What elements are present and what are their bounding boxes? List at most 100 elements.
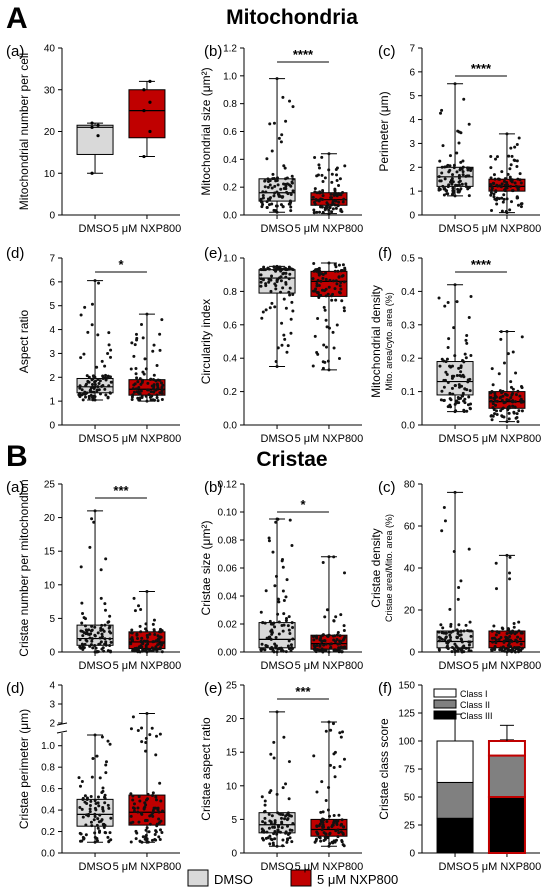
data-point bbox=[134, 372, 138, 376]
data-point bbox=[327, 720, 331, 724]
data-point bbox=[509, 396, 513, 400]
data-point bbox=[275, 280, 279, 284]
data-point bbox=[332, 766, 336, 770]
data-point bbox=[275, 77, 279, 81]
data-point bbox=[93, 840, 97, 844]
data-point bbox=[95, 823, 99, 827]
data-point bbox=[107, 839, 111, 843]
data-point bbox=[82, 352, 86, 356]
data-point bbox=[489, 399, 493, 403]
data-point bbox=[138, 799, 142, 803]
data-point bbox=[280, 624, 284, 628]
y-axis-label: Mitochondrial number per cell bbox=[17, 53, 31, 210]
class-legend-label: Class II bbox=[460, 700, 490, 710]
data-point bbox=[467, 122, 471, 126]
data-point bbox=[98, 642, 102, 646]
data-point bbox=[461, 391, 465, 395]
data-point bbox=[284, 831, 288, 835]
panel-be: (e) 0 5 10 15 20 25 Cristae aspect ratio DMSO 5 μ… bbox=[199, 680, 363, 873]
data-point bbox=[331, 199, 335, 203]
data-point bbox=[276, 183, 280, 187]
data-point bbox=[510, 200, 514, 204]
data-point bbox=[132, 390, 136, 394]
data-point bbox=[515, 159, 519, 163]
data-point bbox=[343, 268, 347, 272]
data-point bbox=[459, 370, 463, 374]
y-tick-label: 2 bbox=[409, 163, 415, 174]
data-point bbox=[135, 338, 139, 342]
data-point bbox=[466, 166, 470, 170]
data-point bbox=[108, 391, 112, 395]
data-point bbox=[327, 152, 331, 156]
panel-tag: (a) bbox=[6, 43, 24, 60]
data-point bbox=[335, 637, 339, 641]
y-axis-label: Cristae class score bbox=[377, 718, 391, 820]
data-point bbox=[129, 642, 133, 646]
data-point bbox=[270, 202, 274, 206]
y-tick-label: 10 bbox=[44, 169, 56, 180]
data-point bbox=[281, 195, 285, 199]
data-point bbox=[159, 381, 163, 385]
data-point bbox=[324, 345, 328, 349]
data-point bbox=[317, 824, 321, 828]
y-tick-label: 25 bbox=[226, 681, 238, 692]
x-tick-label: DMSO bbox=[79, 660, 112, 672]
data-point bbox=[337, 813, 341, 817]
data-point bbox=[453, 410, 457, 414]
data-point bbox=[139, 389, 143, 393]
data-point bbox=[340, 268, 344, 272]
data-point bbox=[444, 370, 448, 374]
data-point bbox=[84, 382, 88, 386]
data-point bbox=[155, 393, 159, 397]
data-point bbox=[89, 629, 93, 633]
data-point bbox=[453, 82, 457, 86]
x-tick-label: DMSO bbox=[79, 861, 112, 873]
data-point bbox=[314, 650, 318, 654]
data-point bbox=[129, 840, 133, 844]
data-point bbox=[327, 285, 331, 289]
data-point bbox=[510, 154, 514, 158]
data-point bbox=[286, 837, 290, 841]
data-point bbox=[144, 749, 148, 753]
y-tick-label: 30 bbox=[44, 85, 56, 96]
data-point bbox=[503, 177, 507, 181]
x-tick-label: 5 μM NXP800 bbox=[113, 861, 182, 873]
data-point bbox=[262, 268, 266, 272]
data-point bbox=[459, 579, 463, 583]
data-point bbox=[286, 182, 290, 186]
data-point bbox=[103, 796, 107, 800]
data-point bbox=[448, 364, 452, 368]
data-point bbox=[259, 284, 263, 288]
data-point bbox=[100, 790, 104, 794]
panel-tag: (f) bbox=[378, 245, 392, 262]
panel-tag: (e) bbox=[204, 245, 222, 262]
data-point bbox=[265, 644, 269, 648]
data-point bbox=[272, 121, 276, 125]
data-point bbox=[276, 192, 280, 196]
data-point bbox=[454, 183, 458, 187]
data-point bbox=[134, 387, 138, 391]
data-point bbox=[108, 644, 112, 648]
data-point bbox=[281, 786, 285, 790]
y-tick-label: 20 bbox=[226, 714, 238, 725]
data-point bbox=[155, 734, 159, 738]
data-point bbox=[78, 384, 82, 388]
data-point bbox=[315, 831, 319, 835]
data-point bbox=[453, 650, 457, 654]
data-point bbox=[446, 300, 450, 304]
data-point bbox=[90, 775, 94, 779]
data-point bbox=[264, 190, 268, 194]
data-point bbox=[513, 400, 517, 404]
data-point bbox=[328, 842, 332, 846]
stacked-bar-segment bbox=[436, 817, 474, 854]
data-point bbox=[270, 186, 274, 190]
panel-af: (f) 0.0 0.1 0.2 0.3 0.4 0.5 Mitochondrial densi… bbox=[369, 245, 541, 445]
data-point bbox=[101, 786, 105, 790]
data-point bbox=[158, 781, 162, 785]
data-point bbox=[93, 831, 97, 835]
data-point bbox=[489, 191, 493, 195]
data-point bbox=[268, 183, 272, 187]
data-point bbox=[519, 181, 523, 185]
data-point bbox=[79, 356, 83, 360]
data-point bbox=[330, 825, 334, 829]
